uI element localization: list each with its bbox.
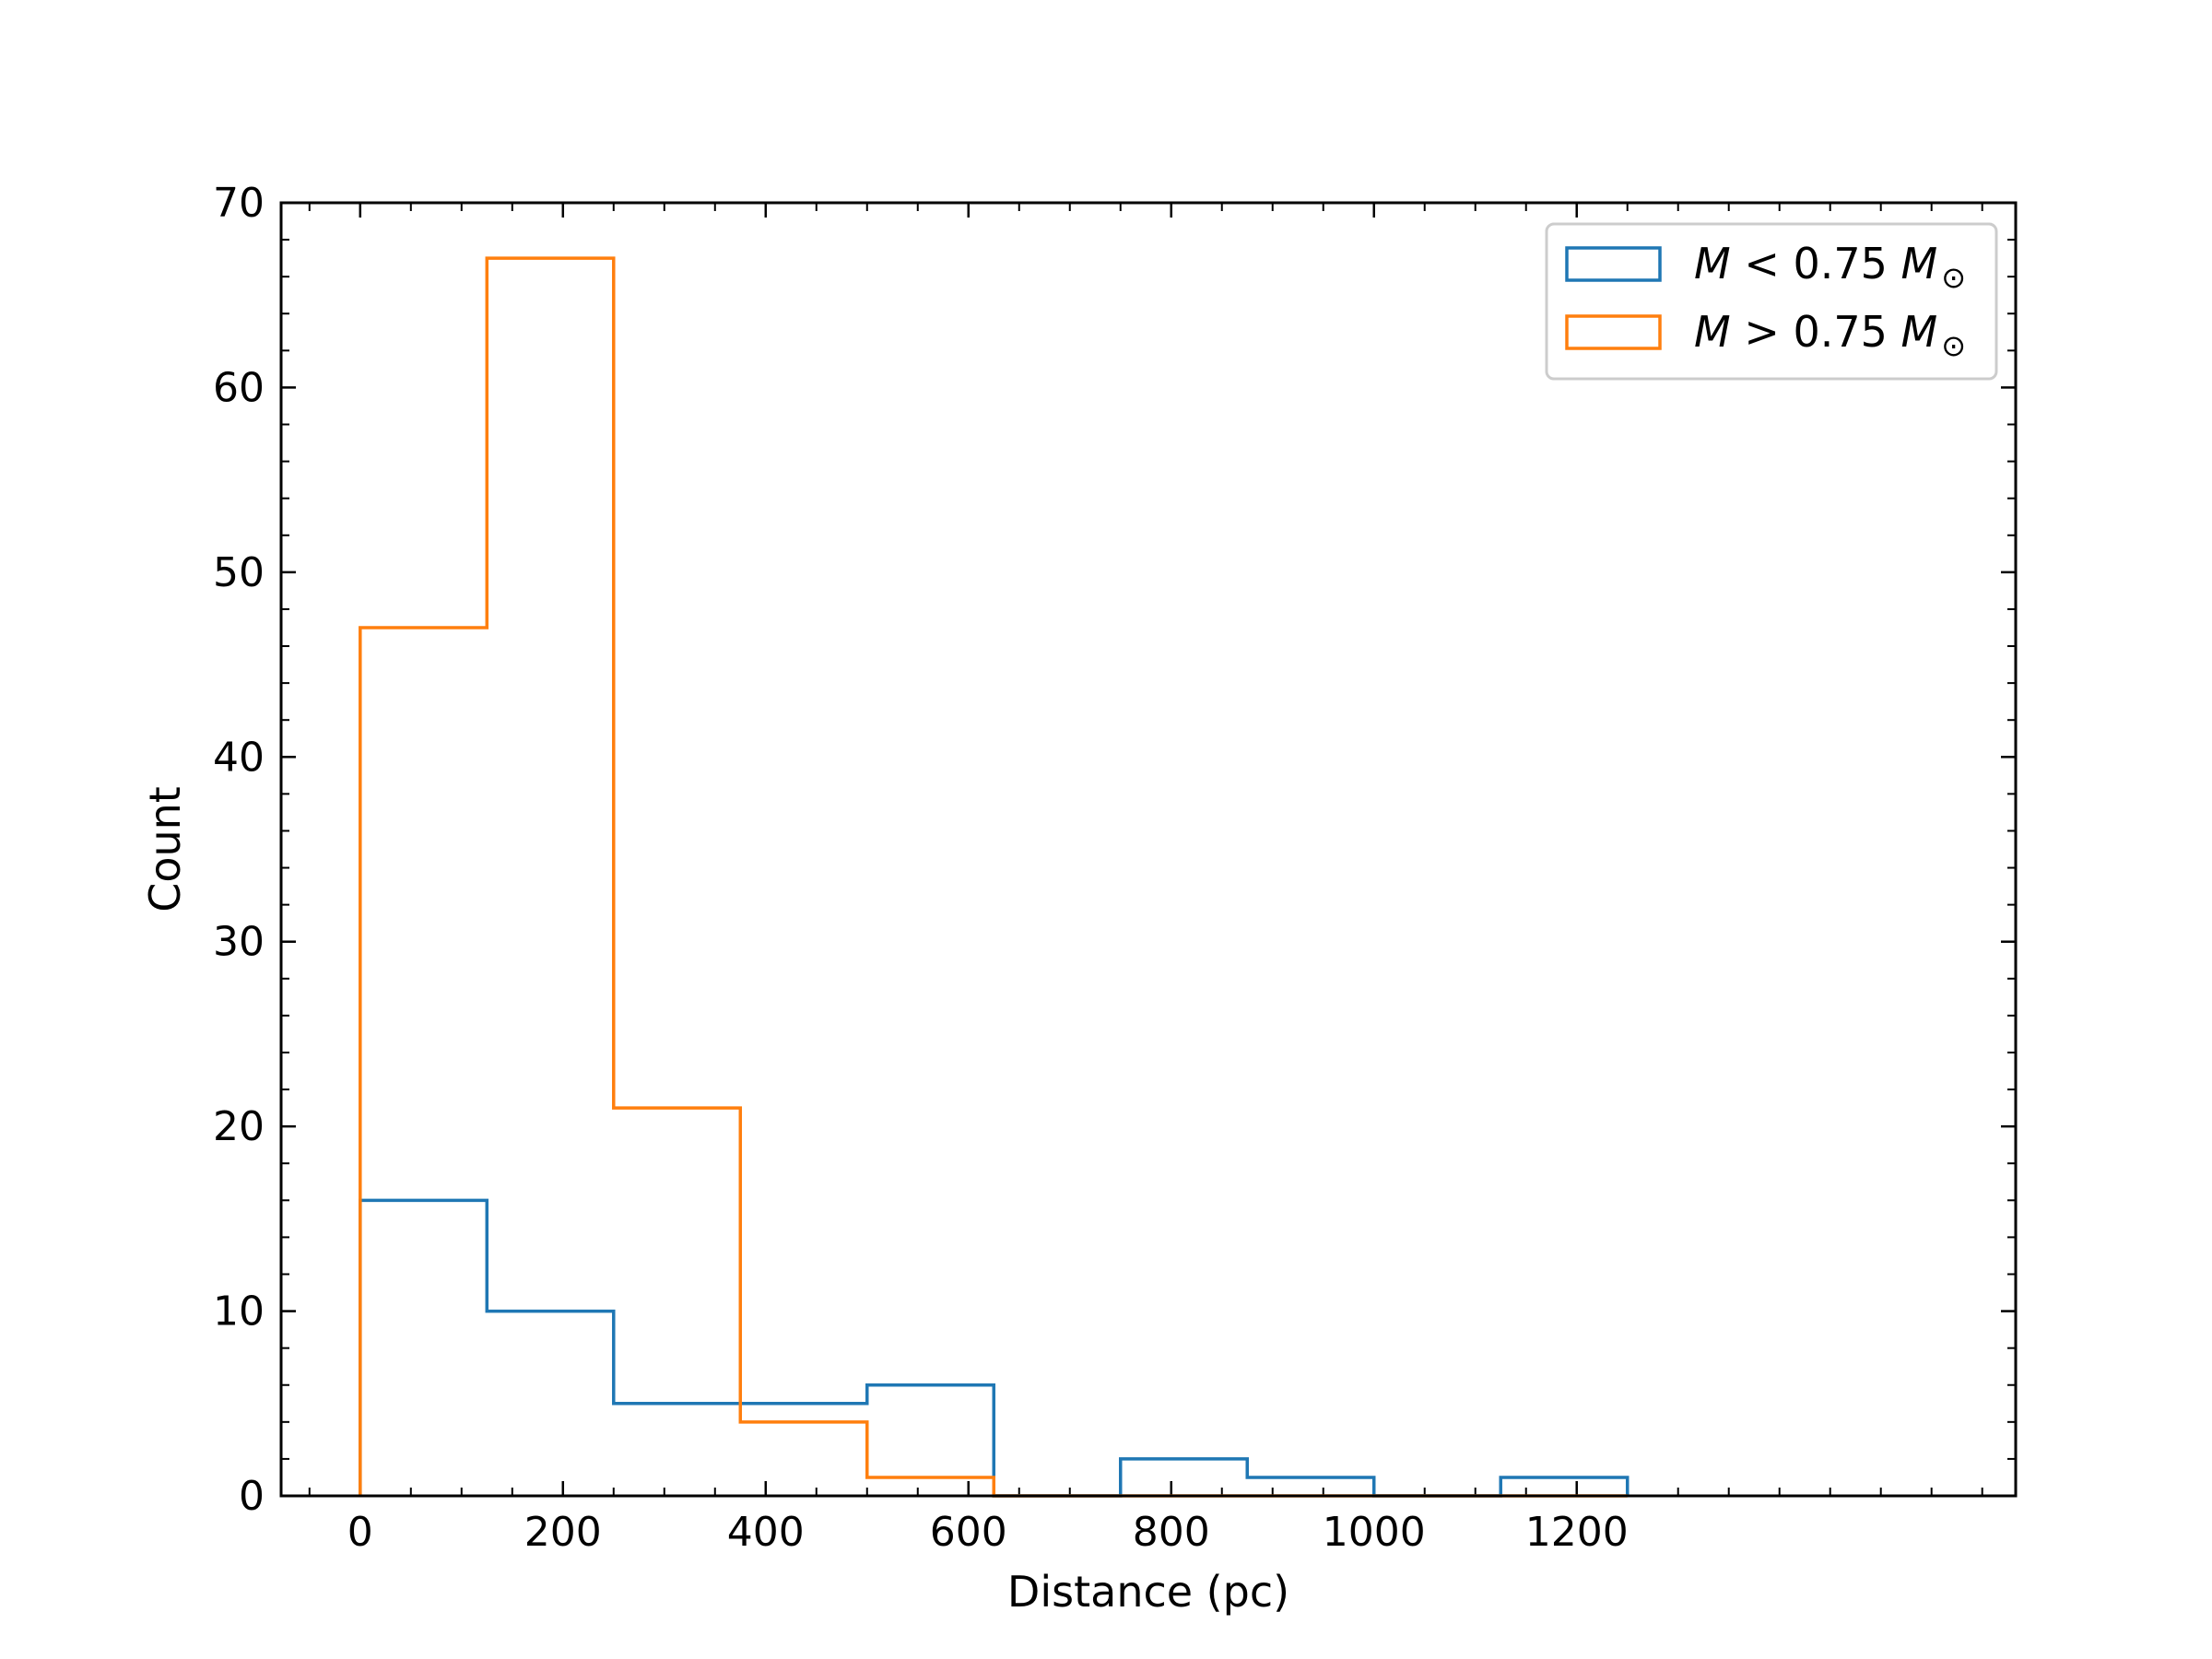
legend-label-part: M — [1901, 307, 1938, 357]
series-layer — [359, 256, 1630, 1498]
legend-label-part: ⊙ — [1941, 328, 1966, 363]
y-tick-labels: 0 10 20 30 40 50 60 70 — [213, 180, 265, 1520]
legend-label-part: M — [1901, 239, 1938, 288]
legend-swatch-2 — [1565, 314, 1662, 350]
x-tick-label: 0 — [347, 1509, 373, 1556]
x-tick-labels: 0 200 400 600 800 1000 1200 — [347, 1509, 1629, 1556]
x-tick-label: 600 — [930, 1509, 1007, 1556]
x-tick-label: 400 — [727, 1509, 805, 1556]
x-tick-label: 1200 — [1525, 1509, 1629, 1556]
y-tick-label: 20 — [213, 1103, 265, 1150]
histogram-series-1 — [359, 1198, 1630, 1498]
legend-label-1: M < 0.75 M ⊙ — [1694, 239, 1966, 295]
legend-label-part: M — [1694, 239, 1731, 288]
x-tick-label: 800 — [1133, 1509, 1210, 1556]
legend-label-part: M — [1694, 307, 1731, 357]
legend-swatch-1 — [1565, 246, 1662, 282]
y-tick-label: 40 — [213, 734, 265, 781]
legend-label-part: < 0.75 — [1731, 239, 1901, 288]
legend-label-part: > 0.75 — [1731, 307, 1901, 357]
y-tick-label: 10 — [213, 1288, 265, 1335]
plot-frame — [279, 201, 2018, 1498]
x-axis-label: Distance (pc) — [1007, 1567, 1289, 1617]
legend-label-2: M > 0.75 M ⊙ — [1694, 307, 1966, 363]
major-ticks — [281, 201, 2016, 1498]
legend-label-part: ⊙ — [1941, 260, 1966, 295]
legend: M < 0.75 M ⊙M > 0.75 M ⊙ — [1545, 222, 1998, 381]
y-tick-label: 50 — [213, 549, 265, 596]
x-tick-label: 200 — [524, 1509, 602, 1556]
y-tick-label: 60 — [213, 364, 265, 411]
y-axis-label: Count — [140, 786, 190, 912]
y-tick-label: 30 — [213, 919, 265, 966]
x-tick-label: 1000 — [1323, 1509, 1426, 1556]
y-tick-label: 70 — [213, 180, 265, 227]
minor-ticks — [281, 203, 2016, 1496]
y-tick-label: 0 — [239, 1473, 265, 1520]
